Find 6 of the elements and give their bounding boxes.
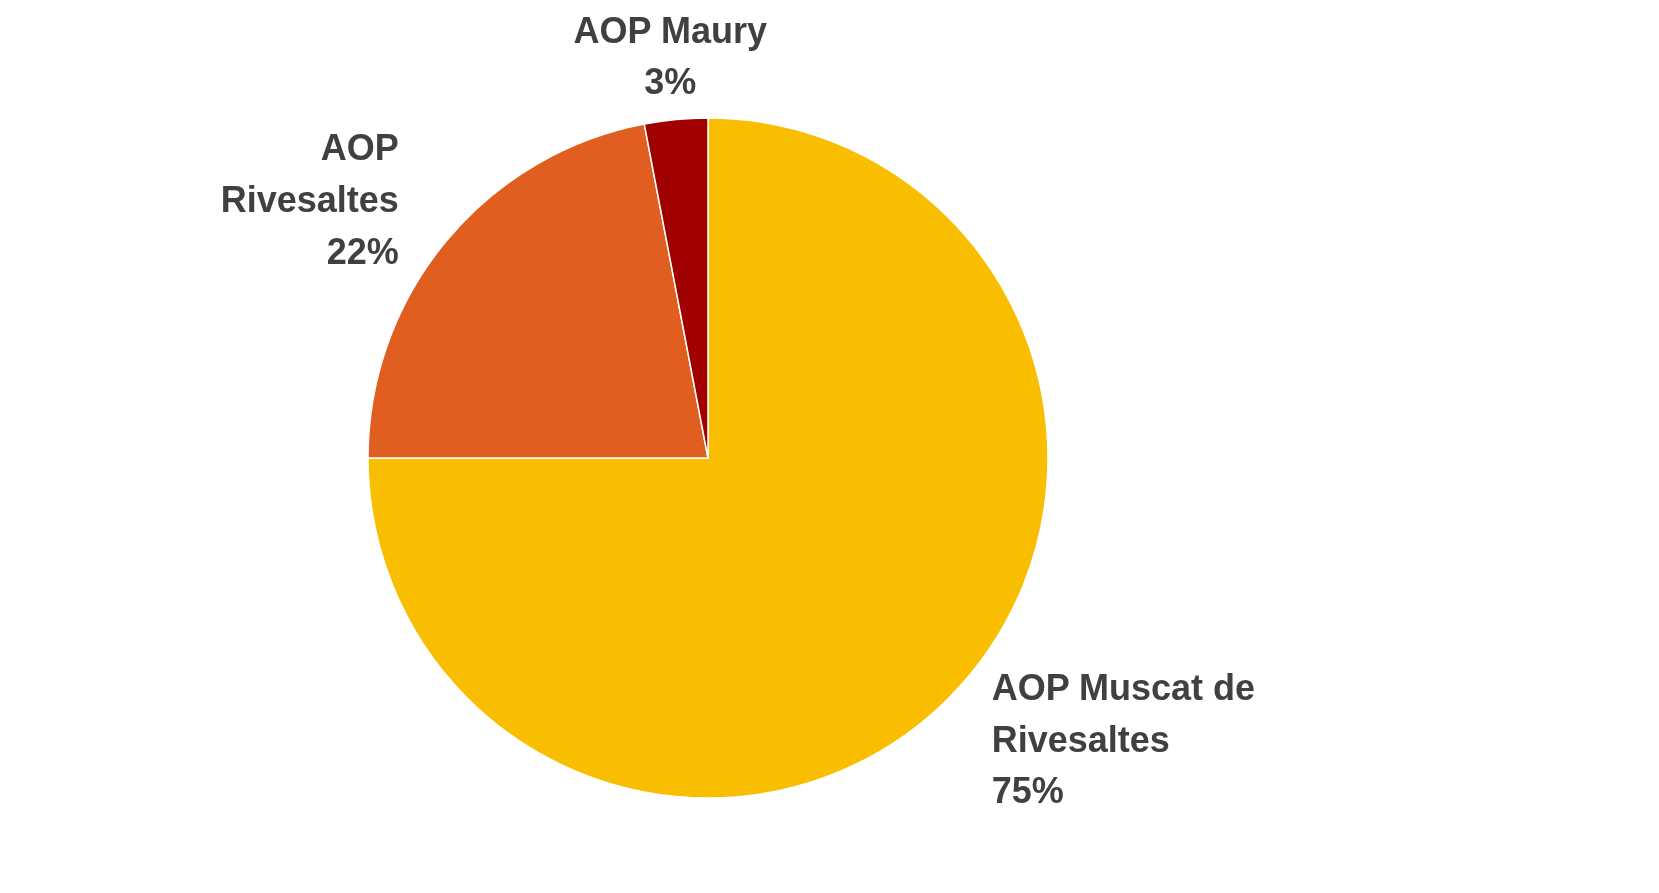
slice-label: AOP Rivesaltes [220,126,399,220]
data-label: 22% [326,230,399,272]
data-label: 75% [991,770,1064,812]
slice-label: AOP Maury [573,9,767,51]
data-label: 3% [644,61,697,103]
slice-label: AOP Muscat de Rivesaltes [991,666,1256,760]
